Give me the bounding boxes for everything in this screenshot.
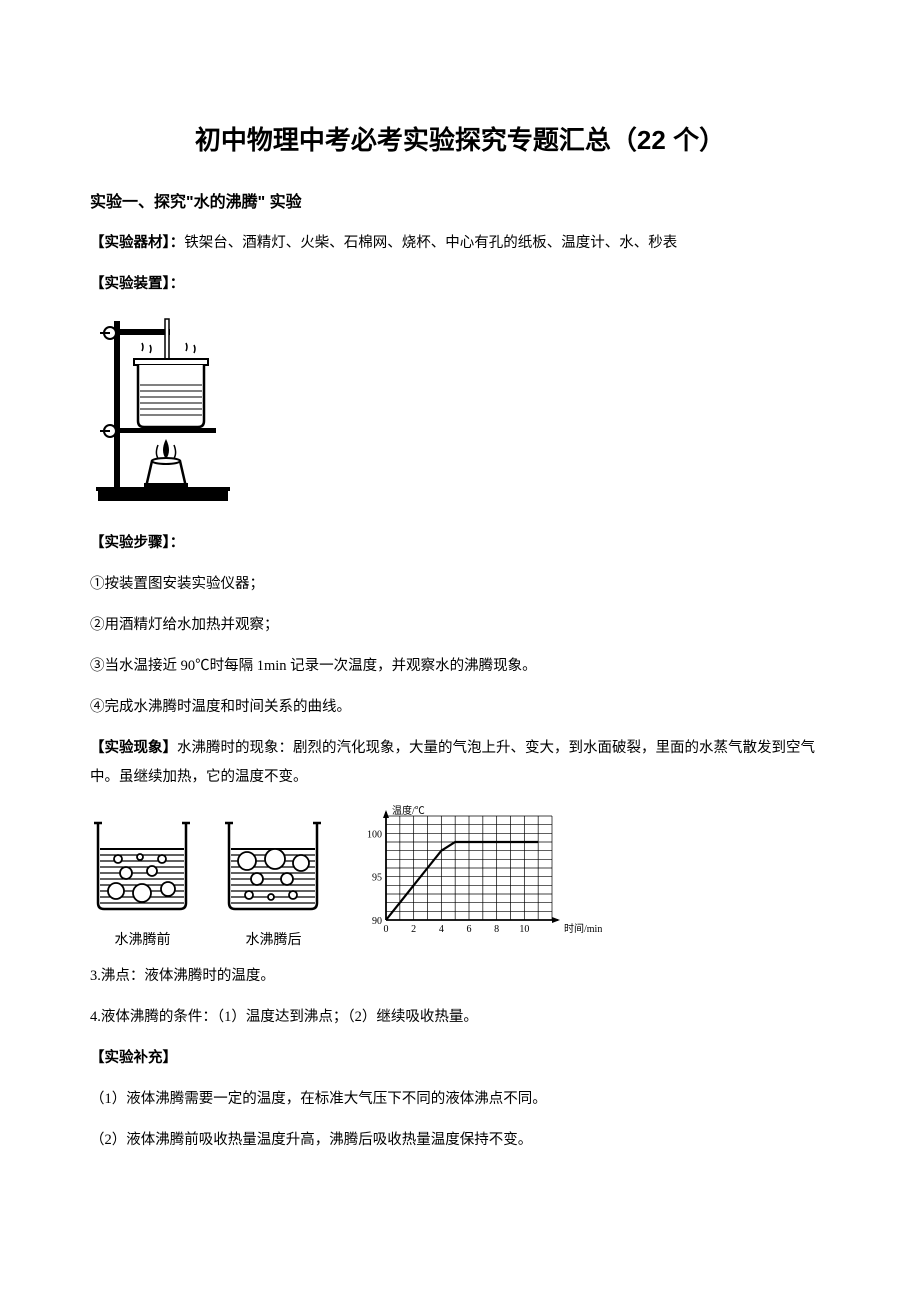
equipment-line: 【实验器材】：铁架台、酒精灯、火柴、石棉网、烧杯、中心有孔的纸板、温度计、水、秒… xyxy=(90,229,830,258)
step-4: ④完成水沸腾时温度和时间关系的曲线。 xyxy=(90,693,830,722)
svg-text:95: 95 xyxy=(372,872,382,883)
svg-text:10: 10 xyxy=(519,924,529,935)
svg-text:温度/℃: 温度/℃ xyxy=(392,804,425,817)
beaker-after-icon xyxy=(221,815,326,915)
apparatus-label-line: 【实验装置】： xyxy=(90,270,830,299)
beaker-before-icon xyxy=(90,815,195,915)
experiment-subtitle: 实验一、探究"水的沸腾" 实验 xyxy=(90,190,830,216)
beaker-before-caption: 水沸腾前 xyxy=(90,930,195,952)
phenomenon-figures: 水沸腾前 水沸腾后 温度/℃ 90 95 100 0 2 4 6 8 10 时间/min xyxy=(90,804,830,953)
step-1: ①按装置图安装实验仪器； xyxy=(90,570,830,599)
apparatus-diagram xyxy=(90,311,830,515)
phenomenon-line: 【实验现象】水沸腾时的现象：剧烈的汽化现象，大量的气泡上升、变大，到水面破裂，里… xyxy=(90,734,830,792)
boiling-chart: 温度/℃ 90 95 100 0 2 4 6 8 10 时间/min xyxy=(352,804,602,953)
svg-text:时间/min: 时间/min xyxy=(564,922,602,935)
steps-label: 【实验步骤】： xyxy=(90,535,184,551)
equipment-label: 【实验器材】： xyxy=(90,235,184,251)
svg-text:90: 90 xyxy=(372,916,382,927)
page-title: 初中物理中考必考实验探究专题汇总（22 个） xyxy=(90,120,830,162)
beaker-after-caption: 水沸腾后 xyxy=(221,930,326,952)
beaker-after-block: 水沸腾后 xyxy=(221,815,326,952)
svg-text:0: 0 xyxy=(384,924,389,935)
point-3: 3.沸点：液体沸腾时的温度。 xyxy=(90,962,830,991)
svg-text:8: 8 xyxy=(494,924,499,935)
supplement-1: （1）液体沸腾需要一定的温度，在标准大气压下不同的液体沸点不同。 xyxy=(90,1085,830,1114)
beaker-before-block: 水沸腾前 xyxy=(90,815,195,952)
equipment-text: 铁架台、酒精灯、火柴、石棉网、烧杯、中心有孔的纸板、温度计、水、秒表 xyxy=(184,235,677,251)
svg-text:100: 100 xyxy=(367,829,382,840)
supplement-label-line: 【实验补充】 xyxy=(90,1044,830,1073)
svg-text:2: 2 xyxy=(411,924,416,935)
svg-text:6: 6 xyxy=(467,924,472,935)
steps-label-line: 【实验步骤】： xyxy=(90,529,830,558)
supplement-label: 【实验补充】 xyxy=(90,1050,177,1066)
step-3: ③当水温接近 90℃时每隔 1min 记录一次温度，并观察水的沸腾现象。 xyxy=(90,652,830,681)
point-4: 4.液体沸腾的条件：（1）温度达到沸点；（2）继续吸收热量。 xyxy=(90,1003,830,1032)
step-2: ②用酒精灯给水加热并观察； xyxy=(90,611,830,640)
svg-text:4: 4 xyxy=(439,924,444,935)
phenomenon-label: 【实验现象】 xyxy=(90,740,177,756)
apparatus-label: 【实验装置】： xyxy=(90,276,184,292)
phenomenon-text: 水沸腾时的现象：剧烈的汽化现象，大量的气泡上升、变大，到水面破裂，里面的水蒸气散… xyxy=(90,740,815,785)
supplement-2: （2）液体沸腾前吸收热量温度升高，沸腾后吸收热量温度保持不变。 xyxy=(90,1126,830,1155)
